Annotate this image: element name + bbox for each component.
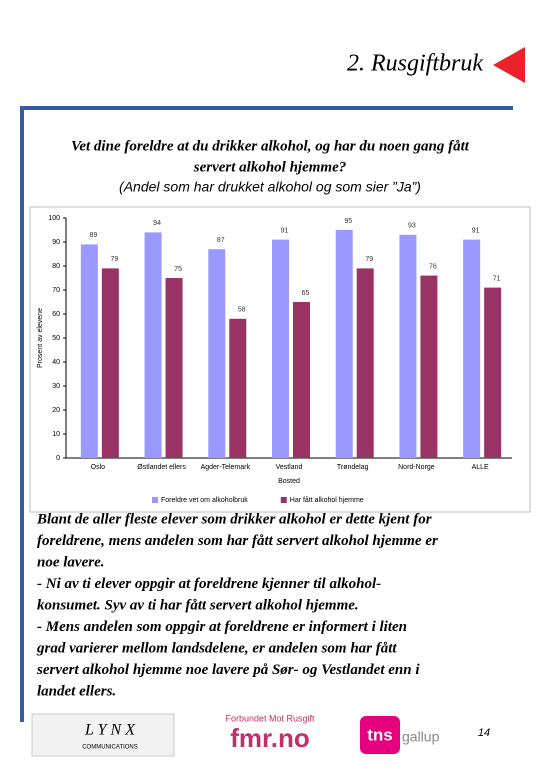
bar [208,249,226,458]
data-label: 89 [89,232,97,239]
bar [335,230,353,458]
legend-label: Foreldre vet om alkoholbruk [161,497,248,504]
y-tick-label: 60 [52,311,60,318]
data-label: 65 [302,290,310,297]
fmr-top: Forbundet Mot Rusgift [225,713,315,723]
lynx-text: L Y N X [84,722,136,739]
arrow-icon [493,47,525,83]
bar [229,318,247,458]
body-text: landet ellers. [37,683,116,699]
data-label: 91 [281,227,289,234]
question: Vet dine foreldre at du drikker alkohol,… [71,138,470,154]
y-tick-label: 30 [52,383,60,390]
legend-label: Har fått alkohol hjemme [290,496,364,504]
bar [101,268,119,458]
question: servert alkohol hjemme? [193,159,347,175]
data-label: 75 [174,266,182,273]
data-label: 93 [408,223,416,230]
data-label: 71 [493,275,501,282]
body-text: noe lavere. [37,554,104,570]
y-tick-label: 70 [52,287,60,294]
y-axis-label: Prosent av elevene [37,308,44,368]
data-label: 91 [472,227,480,234]
tns-logo: tns [367,725,393,744]
legend-swatch [280,497,287,503]
bar [484,287,502,458]
x-tick-label: Agder-Telemark [201,464,251,471]
data-label: 58 [238,307,246,314]
y-tick-label: 10 [52,431,60,438]
slide-title: 2. Rusgiftbruk [347,51,483,77]
bar [420,275,438,458]
bar [272,239,289,458]
bar [80,244,98,458]
y-tick-label: 100 [48,215,60,222]
body-text: grad varierer mellom landsdelene, er and… [36,640,397,656]
question-note: (Andel som har drukket alkohol og som si… [119,179,421,195]
y-tick-label: 90 [52,239,60,246]
bar [356,268,374,458]
y-tick-label: 50 [52,335,60,342]
x-axis-label: Bosted [278,478,300,485]
page-number: 14 [478,727,490,739]
bar [293,302,310,458]
x-tick-label: ALLE [472,464,489,471]
y-tick-label: 80 [52,263,60,270]
body-text: konsumet. Syv av ti har fått servert alk… [37,597,359,613]
body-text: Blant de aller fleste elever som drikker… [36,511,432,527]
lynx-logo [31,713,175,757]
bar [165,278,183,458]
bar [144,232,162,458]
data-label: 79 [110,256,118,263]
x-tick-label: Oslo [91,464,106,471]
body-text: servert alkohol hjemme noe lavere på Sør… [36,662,420,678]
legend-swatch [152,497,158,503]
body-text: - Mens andelen som oppgir at foreldrene … [37,619,407,635]
y-tick-label: 20 [52,407,60,414]
gallup-logo: gallup [402,729,440,745]
x-tick-label: Nord-Norge [398,464,435,471]
x-tick-label: Østlandet ellers [137,464,186,471]
bar [399,234,417,458]
y-tick-label: 0 [56,455,60,462]
data-label: 95 [344,218,352,225]
data-label: 94 [153,220,161,227]
data-label: 87 [217,237,225,244]
bar [463,239,481,458]
x-tick-label: Vestland [276,464,303,471]
y-tick-label: 40 [52,359,60,366]
x-tick-label: Trøndelag [337,464,369,471]
body-text: - Ni av ti elever oppgir at foreldrene k… [37,576,381,592]
tns-badge [360,716,400,754]
fmr-logo: fmr.no [230,723,309,753]
data-label: 76 [429,263,437,270]
body-text: foreldrene, mens andelen som har fått se… [37,533,438,549]
data-label: 79 [365,256,373,263]
lynx-sub: COMMUNICATIONS [82,745,138,751]
